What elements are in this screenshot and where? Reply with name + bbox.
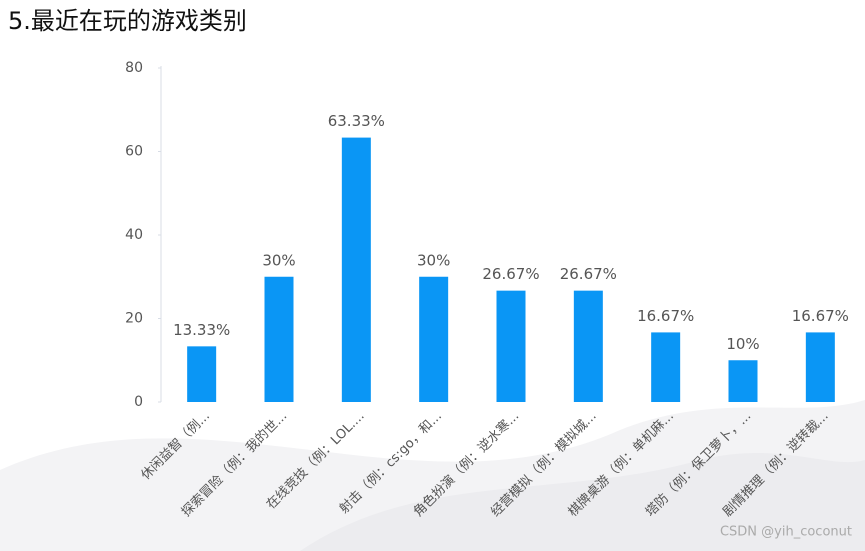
y-tick-label: 0	[134, 394, 143, 410]
y-tick-label: 80	[125, 60, 143, 76]
bar	[341, 137, 371, 403]
y-tick-label: 60	[125, 144, 143, 160]
value-label: 10%	[726, 335, 759, 353]
value-label: 26.67%	[560, 265, 617, 283]
y-tick-label: 20	[125, 311, 143, 327]
value-label: 16.67%	[637, 307, 694, 325]
value-label: 13.33%	[173, 321, 230, 339]
bar	[187, 346, 217, 402]
value-label: 26.67%	[482, 265, 539, 283]
value-label: 30%	[262, 251, 295, 269]
value-label: 16.67%	[792, 307, 849, 325]
watermark: CSDN @yih_coconut	[720, 525, 852, 540]
background-wave	[300, 452, 865, 551]
value-label: 30%	[417, 251, 450, 269]
bar	[496, 290, 526, 402]
chart-title: 5.最近在玩的游戏类别	[8, 7, 247, 35]
bar	[573, 290, 603, 402]
value-label: 63.33%	[328, 112, 385, 130]
bar	[264, 276, 294, 402]
bar	[728, 360, 758, 402]
bar	[805, 332, 835, 402]
bar	[651, 332, 681, 402]
y-tick-label: 40	[125, 227, 143, 243]
bar	[419, 276, 449, 402]
